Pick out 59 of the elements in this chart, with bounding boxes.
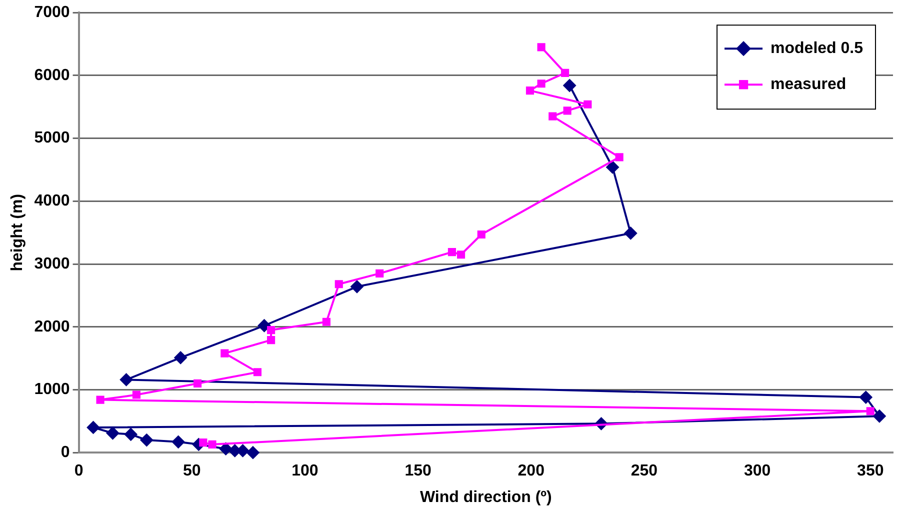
x-tick-label: 200: [518, 462, 545, 480]
x-tick-label: 300: [744, 462, 771, 480]
point: [872, 410, 886, 423]
point: [174, 351, 188, 364]
point: [561, 68, 570, 77]
y-tick-label: 1000: [34, 381, 70, 398]
point: [537, 80, 546, 88]
point: [208, 440, 216, 448]
point: [246, 446, 260, 460]
y-tick-label: 6000: [34, 66, 70, 84]
point: [172, 435, 185, 448]
x-axis-title: Wind direction (º): [420, 488, 552, 506]
point: [859, 390, 872, 404]
point: [537, 43, 546, 52]
point: [526, 86, 534, 95]
y-axis-title: height (m): [9, 194, 26, 272]
point: [563, 106, 572, 115]
x-tick-label: 0: [74, 462, 84, 480]
point: [96, 396, 104, 404]
point: [615, 153, 624, 162]
point: [193, 379, 202, 388]
point: [267, 336, 276, 344]
point: [456, 250, 466, 259]
point: [106, 426, 120, 440]
point: [267, 326, 276, 334]
point: [120, 373, 133, 386]
y-tick-label: 7000: [34, 4, 70, 22]
point: [140, 434, 154, 447]
point: [258, 319, 271, 332]
x-tick-label: 50: [182, 462, 201, 480]
y-tick-label: 4000: [34, 192, 70, 210]
point: [253, 368, 262, 376]
point: [563, 79, 576, 92]
point: [132, 390, 140, 399]
point: [448, 248, 456, 256]
point: [548, 112, 557, 120]
point: [866, 407, 874, 416]
point: [199, 438, 208, 447]
legend-label: measured: [770, 76, 846, 94]
x-tick-label: 100: [292, 462, 318, 480]
point: [350, 280, 364, 294]
y-tick-label: 5000: [34, 130, 70, 147]
y-tick-label: 0: [60, 444, 70, 462]
point: [584, 100, 592, 108]
x-tick-label: 350: [857, 462, 884, 480]
point: [376, 269, 384, 278]
point: [606, 160, 620, 174]
point: [220, 349, 229, 358]
point: [334, 280, 343, 288]
legend-label: modeled 0.5: [770, 40, 864, 58]
point: [86, 420, 100, 434]
y-tick-label: 2000: [34, 318, 70, 336]
point: [124, 428, 138, 441]
x-tick-label: 250: [630, 462, 658, 480]
x-tick-label: 150: [404, 462, 432, 480]
point: [322, 318, 330, 326]
point: [624, 226, 638, 240]
y-tick-label: 3000: [34, 255, 70, 272]
point: [477, 230, 486, 239]
